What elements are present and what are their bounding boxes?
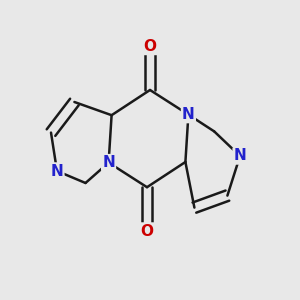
Text: O: O <box>143 39 157 54</box>
Text: N: N <box>234 148 246 164</box>
Text: N: N <box>182 107 195 122</box>
Text: N: N <box>102 155 115 170</box>
Text: O: O <box>140 224 154 238</box>
Text: N: N <box>51 164 63 178</box>
